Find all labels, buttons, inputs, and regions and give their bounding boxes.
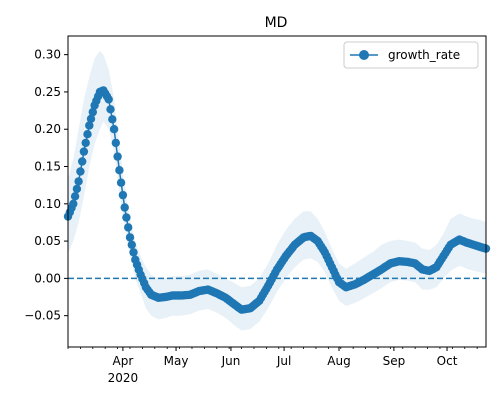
x-tick-label: Jun: [221, 354, 241, 368]
confidence-band-growth_rate: [68, 50, 486, 331]
data-point: [125, 233, 135, 242]
y-tick-label: 0.10: [34, 197, 61, 211]
series-layer: [63, 86, 491, 314]
legend: growth_rate: [343, 41, 479, 69]
data-point: [70, 192, 80, 201]
y-tick-label: 0.15: [34, 160, 61, 174]
data-point: [129, 248, 138, 257]
data-point: [108, 115, 117, 124]
data-point: [104, 95, 113, 104]
data-point: [78, 157, 87, 166]
data-point: [122, 213, 131, 222]
data-point: [120, 203, 129, 212]
data-point: [118, 190, 128, 200]
data-point: [115, 166, 124, 175]
x-tick-label: Oct: [437, 354, 458, 368]
y-tick-label: 0.05: [34, 234, 61, 248]
data-point: [111, 138, 121, 148]
data-point: [124, 223, 133, 232]
data-point: [109, 125, 119, 134]
legend-point-marker: [359, 50, 369, 60]
data-point: [76, 167, 85, 176]
y-tick-label: 0.30: [34, 48, 61, 62]
data-point: [69, 199, 78, 208]
data-point: [113, 152, 122, 161]
x-tick-label: May: [164, 354, 189, 368]
data-point: [81, 138, 90, 148]
x-tick-label: Aug: [327, 354, 350, 368]
y-tick-label: 0.25: [34, 85, 61, 99]
y-axis: 0.30 0.25 0.20 0.15 0.10 0.05 0.00 −0.05: [24, 48, 68, 323]
y-tick-label: 0.00: [34, 271, 61, 285]
data-point: [74, 177, 83, 186]
data-point: [127, 240, 136, 249]
data-point: [86, 114, 96, 124]
x-tick-label: Apr: [113, 354, 134, 368]
x-axis: Apr 2020 May Jun Jul Aug Sep Oct: [67, 347, 478, 385]
x-tick-year-label: 2020: [108, 371, 139, 385]
data-point: [83, 130, 92, 139]
y-tick-label: −0.05: [24, 309, 61, 323]
legend-label: growth_rate: [388, 48, 460, 62]
confidence-band-layer: [68, 50, 486, 331]
data-point: [72, 184, 82, 194]
data-point: [79, 147, 89, 156]
plot-frame: [67, 35, 487, 348]
data-point: [116, 178, 126, 187]
data-point: [85, 121, 94, 130]
x-tick-label: Sep: [383, 354, 406, 368]
x-tick-label: Jul: [276, 354, 291, 368]
data-point: [88, 107, 98, 117]
y-tick-label: 0.20: [34, 122, 61, 136]
legend-box: [343, 41, 479, 69]
chart-title: MD: [265, 15, 288, 31]
data-point: [106, 105, 115, 114]
